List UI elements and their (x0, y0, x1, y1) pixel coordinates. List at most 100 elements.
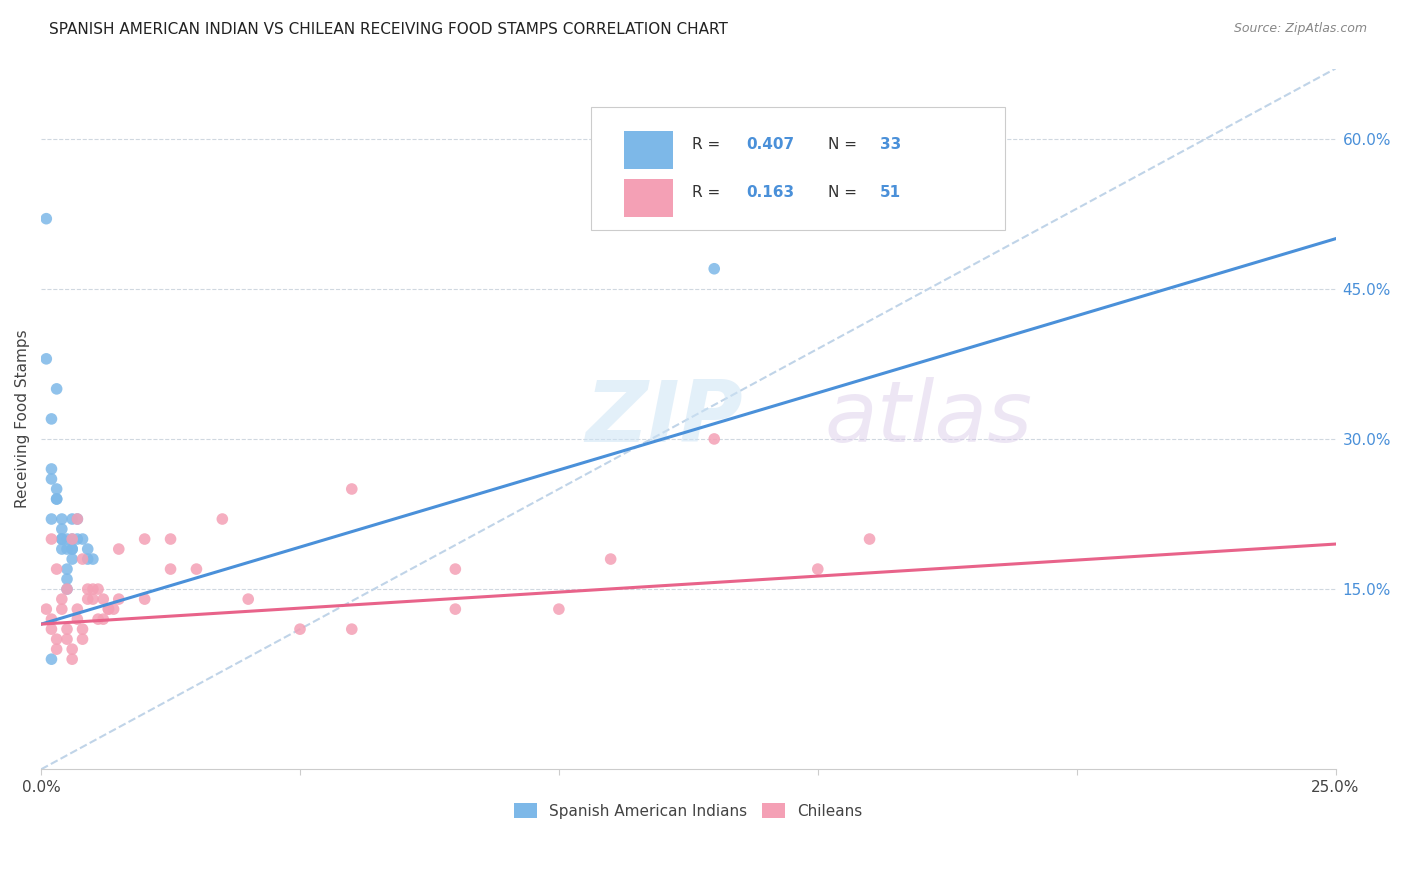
Point (41, 462, 63, 476)
Point (60, 532, 83, 546)
Point (134, 592, 156, 607)
Point (159, 532, 181, 546)
Text: Source: ZipAtlas.com: Source: ZipAtlas.com (1233, 22, 1367, 36)
Point (340, 622, 363, 636)
Text: atlas: atlas (824, 377, 1032, 460)
Text: SPANISH AMERICAN INDIAN VS CHILEAN RECEIVING FOOD STAMPS CORRELATION CHART: SPANISH AMERICAN INDIAN VS CHILEAN RECEI… (49, 22, 728, 37)
Point (444, 602, 467, 616)
Text: 0.163: 0.163 (747, 186, 794, 200)
Text: ZIP: ZIP (585, 377, 742, 460)
Text: 33: 33 (880, 137, 901, 153)
Point (51, 592, 73, 607)
Text: N =: N = (828, 137, 862, 153)
Point (45, 642, 67, 657)
Point (82, 592, 104, 607)
Point (56, 582, 79, 596)
Text: R =: R = (692, 137, 725, 153)
Text: N =: N = (828, 186, 862, 200)
Point (548, 602, 571, 616)
Point (45, 562, 67, 576)
Point (97, 602, 120, 616)
Point (60, 542, 83, 557)
Point (703, 261, 725, 276)
Point (45, 491, 67, 506)
Point (66, 532, 89, 546)
Point (66, 602, 89, 616)
Point (91, 592, 114, 607)
FancyBboxPatch shape (624, 178, 673, 217)
FancyBboxPatch shape (592, 107, 1005, 230)
Point (87, 612, 110, 626)
Point (66, 512, 89, 526)
Point (91, 612, 114, 626)
Point (45, 382, 67, 396)
Point (134, 532, 156, 546)
Point (60, 642, 83, 657)
Point (72, 552, 94, 566)
Point (82, 552, 104, 566)
Point (51, 542, 73, 557)
Point (41, 622, 63, 636)
Point (60, 512, 83, 526)
Point (56, 632, 79, 647)
Point (60, 652, 83, 666)
Point (45, 482, 67, 496)
Point (97, 602, 120, 616)
Point (599, 552, 621, 566)
Point (858, 532, 880, 546)
Point (288, 622, 311, 636)
Point (41, 512, 63, 526)
Point (76, 552, 98, 566)
Point (340, 482, 363, 496)
Point (66, 612, 89, 626)
Point (72, 632, 94, 647)
Text: 0.407: 0.407 (747, 137, 794, 153)
Point (56, 572, 79, 586)
Point (56, 532, 79, 546)
Point (51, 522, 73, 536)
Point (35, 602, 58, 616)
Point (72, 532, 94, 546)
Point (45, 632, 67, 647)
Point (103, 602, 125, 616)
Point (60, 532, 83, 546)
FancyBboxPatch shape (624, 131, 673, 169)
Point (51, 602, 73, 616)
Point (807, 562, 830, 576)
Point (35, 351, 58, 366)
Text: 51: 51 (880, 186, 901, 200)
Point (41, 472, 63, 486)
Point (107, 592, 129, 607)
Point (211, 512, 233, 526)
Point (41, 652, 63, 666)
Point (51, 512, 73, 526)
Point (56, 562, 79, 576)
Legend: Spanish American Indians, Chileans: Spanish American Indians, Chileans (508, 797, 869, 825)
Point (238, 592, 260, 607)
Point (87, 582, 110, 596)
Point (41, 532, 63, 546)
Point (72, 622, 94, 636)
Point (56, 542, 79, 557)
Point (41, 412, 63, 426)
Point (45, 491, 67, 506)
Point (51, 532, 73, 546)
Point (35, 211, 58, 226)
Point (41, 612, 63, 626)
Y-axis label: Receiving Food Stamps: Receiving Food Stamps (15, 330, 30, 508)
Text: R =: R = (692, 186, 725, 200)
Point (82, 582, 104, 596)
Point (703, 432, 725, 446)
Point (51, 532, 73, 546)
Point (56, 622, 79, 636)
Point (76, 542, 98, 557)
Point (444, 562, 467, 576)
Point (60, 552, 83, 566)
Point (60, 542, 83, 557)
Point (159, 562, 181, 576)
Point (66, 512, 89, 526)
Point (186, 562, 208, 576)
Point (107, 542, 129, 557)
Point (76, 582, 98, 596)
Point (56, 582, 79, 596)
